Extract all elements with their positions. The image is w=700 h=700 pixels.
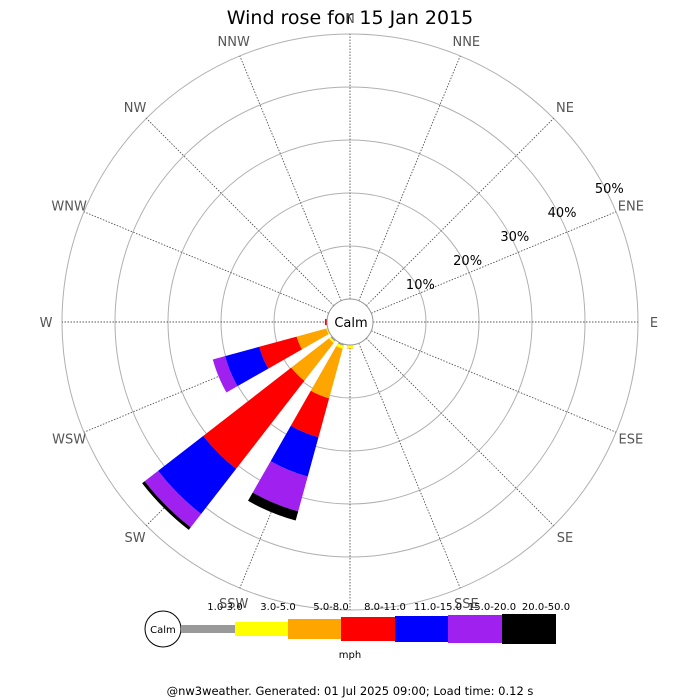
bar-sw-bin-2 xyxy=(328,337,335,344)
bar-sw-bin-4 xyxy=(203,367,305,469)
direction-label-ssw: SSW xyxy=(219,597,249,612)
calm-circle-outline xyxy=(326,298,374,346)
legend-units: mph xyxy=(339,650,361,661)
legend-bin-label-3: 5.0-8.0 xyxy=(313,602,348,613)
legend-swatch-4 xyxy=(341,617,395,641)
percent-labels: 10% 20% 30% 40% 50% xyxy=(406,182,624,293)
spoke-se xyxy=(365,337,554,526)
spoke-ne xyxy=(365,118,554,307)
bar-ssw-bin-6 xyxy=(252,461,308,512)
direction-label-e: E xyxy=(650,316,658,331)
bar-wsw-bin-3 xyxy=(296,328,329,350)
bar-wsw-bin-5 xyxy=(225,346,269,387)
legend-bin-label-7: 20.0-50.0 xyxy=(522,602,570,613)
spoke-nnw xyxy=(239,55,342,301)
legend-calm-label: Calm xyxy=(150,625,176,636)
grid-ring-1 xyxy=(273,245,427,399)
bar-ssw-bin-7 xyxy=(248,492,299,521)
percent-label-1: 10% xyxy=(406,278,435,293)
legend-bin-label-5: 11.0-15.0 xyxy=(414,602,462,613)
legend-swatch-6 xyxy=(448,615,502,643)
direction-label-nw: NW xyxy=(124,101,147,116)
direction-label-n: N xyxy=(345,12,355,27)
bar-ssw-bin-5 xyxy=(270,425,319,477)
grid-ring-4 xyxy=(114,86,586,558)
bar-ssw-bin-2 xyxy=(336,343,344,349)
bar-sw-bin-6 xyxy=(144,470,202,528)
legend-swatch-5 xyxy=(395,616,448,642)
direction-label-ene: ENE xyxy=(618,200,644,215)
direction-label-nne: NNE xyxy=(452,35,480,50)
bar-s-bin-3 xyxy=(346,347,354,349)
polar-grid xyxy=(61,33,639,611)
direction-label-wnw: WNW xyxy=(51,200,87,215)
spoke-wsw xyxy=(83,330,329,433)
direction-label-se: SE xyxy=(557,531,573,546)
bar-wsw-bin-6 xyxy=(212,356,238,393)
calm-circle: Calm xyxy=(326,298,374,346)
wind-bars xyxy=(142,318,354,530)
direction-label-nnw: NNW xyxy=(218,35,250,50)
legend: Calm 1.0-3.0 3.0-5.0 5.0-8.0 8.0-11.0 11.0-15… xyxy=(144,602,570,661)
legend-swatch-3 xyxy=(288,619,341,639)
bar-sw-bin-7 xyxy=(142,481,191,530)
calm-label: Calm xyxy=(334,316,367,331)
legend-bin-label-2: 3.0-5.0 xyxy=(260,602,295,613)
percent-label-3: 30% xyxy=(500,230,529,245)
direction-label-ese: ESE xyxy=(619,432,644,447)
bar-ssw-bin-3 xyxy=(310,346,343,399)
bar-wsw-bin-4 xyxy=(259,336,302,369)
direction-label-wsw: WSW xyxy=(52,432,86,447)
direction-label-sw: SW xyxy=(124,531,145,546)
legend-swatch-2 xyxy=(235,622,288,636)
spoke-nw xyxy=(146,118,335,307)
percent-label-5: 50% xyxy=(595,182,624,197)
legend-bin-label-6: 15.0-20.0 xyxy=(468,602,516,613)
direction-label-w: W xyxy=(40,316,53,331)
spoke-ene xyxy=(371,211,617,314)
spoke-nne xyxy=(358,55,461,301)
legend-bin-label-4: 8.0-11.0 xyxy=(364,602,406,613)
percent-label-4: 40% xyxy=(548,206,577,221)
spoke-sse xyxy=(358,343,461,589)
footer-text: @nw3weather. Generated: 01 Jul 2025 09:0… xyxy=(167,684,534,698)
bar-sw-bin-3 xyxy=(291,338,334,381)
direction-label-sse: SSE xyxy=(454,597,479,612)
bar-sw-bin-1 xyxy=(330,336,336,342)
direction-labels: NNNENEENEEESESESSESSSWSWWSWWWNWNWNNW xyxy=(40,12,659,635)
percent-label-2: 20% xyxy=(453,254,482,269)
legend-bin-label-1: 1.0-3.0 xyxy=(207,602,242,613)
spoke-wnw xyxy=(83,211,329,314)
bar-ssw-bin-4 xyxy=(290,390,330,438)
direction-label-ne: NE xyxy=(556,101,574,116)
bar-s-bin-2 xyxy=(346,344,354,349)
legend-swatch-1 xyxy=(181,625,235,633)
bar-sw-bin-5 xyxy=(158,435,237,514)
chart-title: Wind rose for 15 Jan 2015 xyxy=(227,7,474,29)
spoke-ese xyxy=(371,330,617,433)
legend-swatch-7 xyxy=(502,614,556,644)
